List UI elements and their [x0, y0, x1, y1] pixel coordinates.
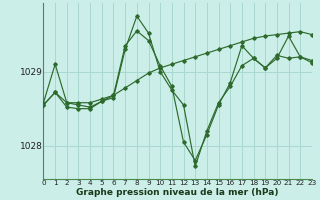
X-axis label: Graphe pression niveau de la mer (hPa): Graphe pression niveau de la mer (hPa) — [76, 188, 279, 197]
